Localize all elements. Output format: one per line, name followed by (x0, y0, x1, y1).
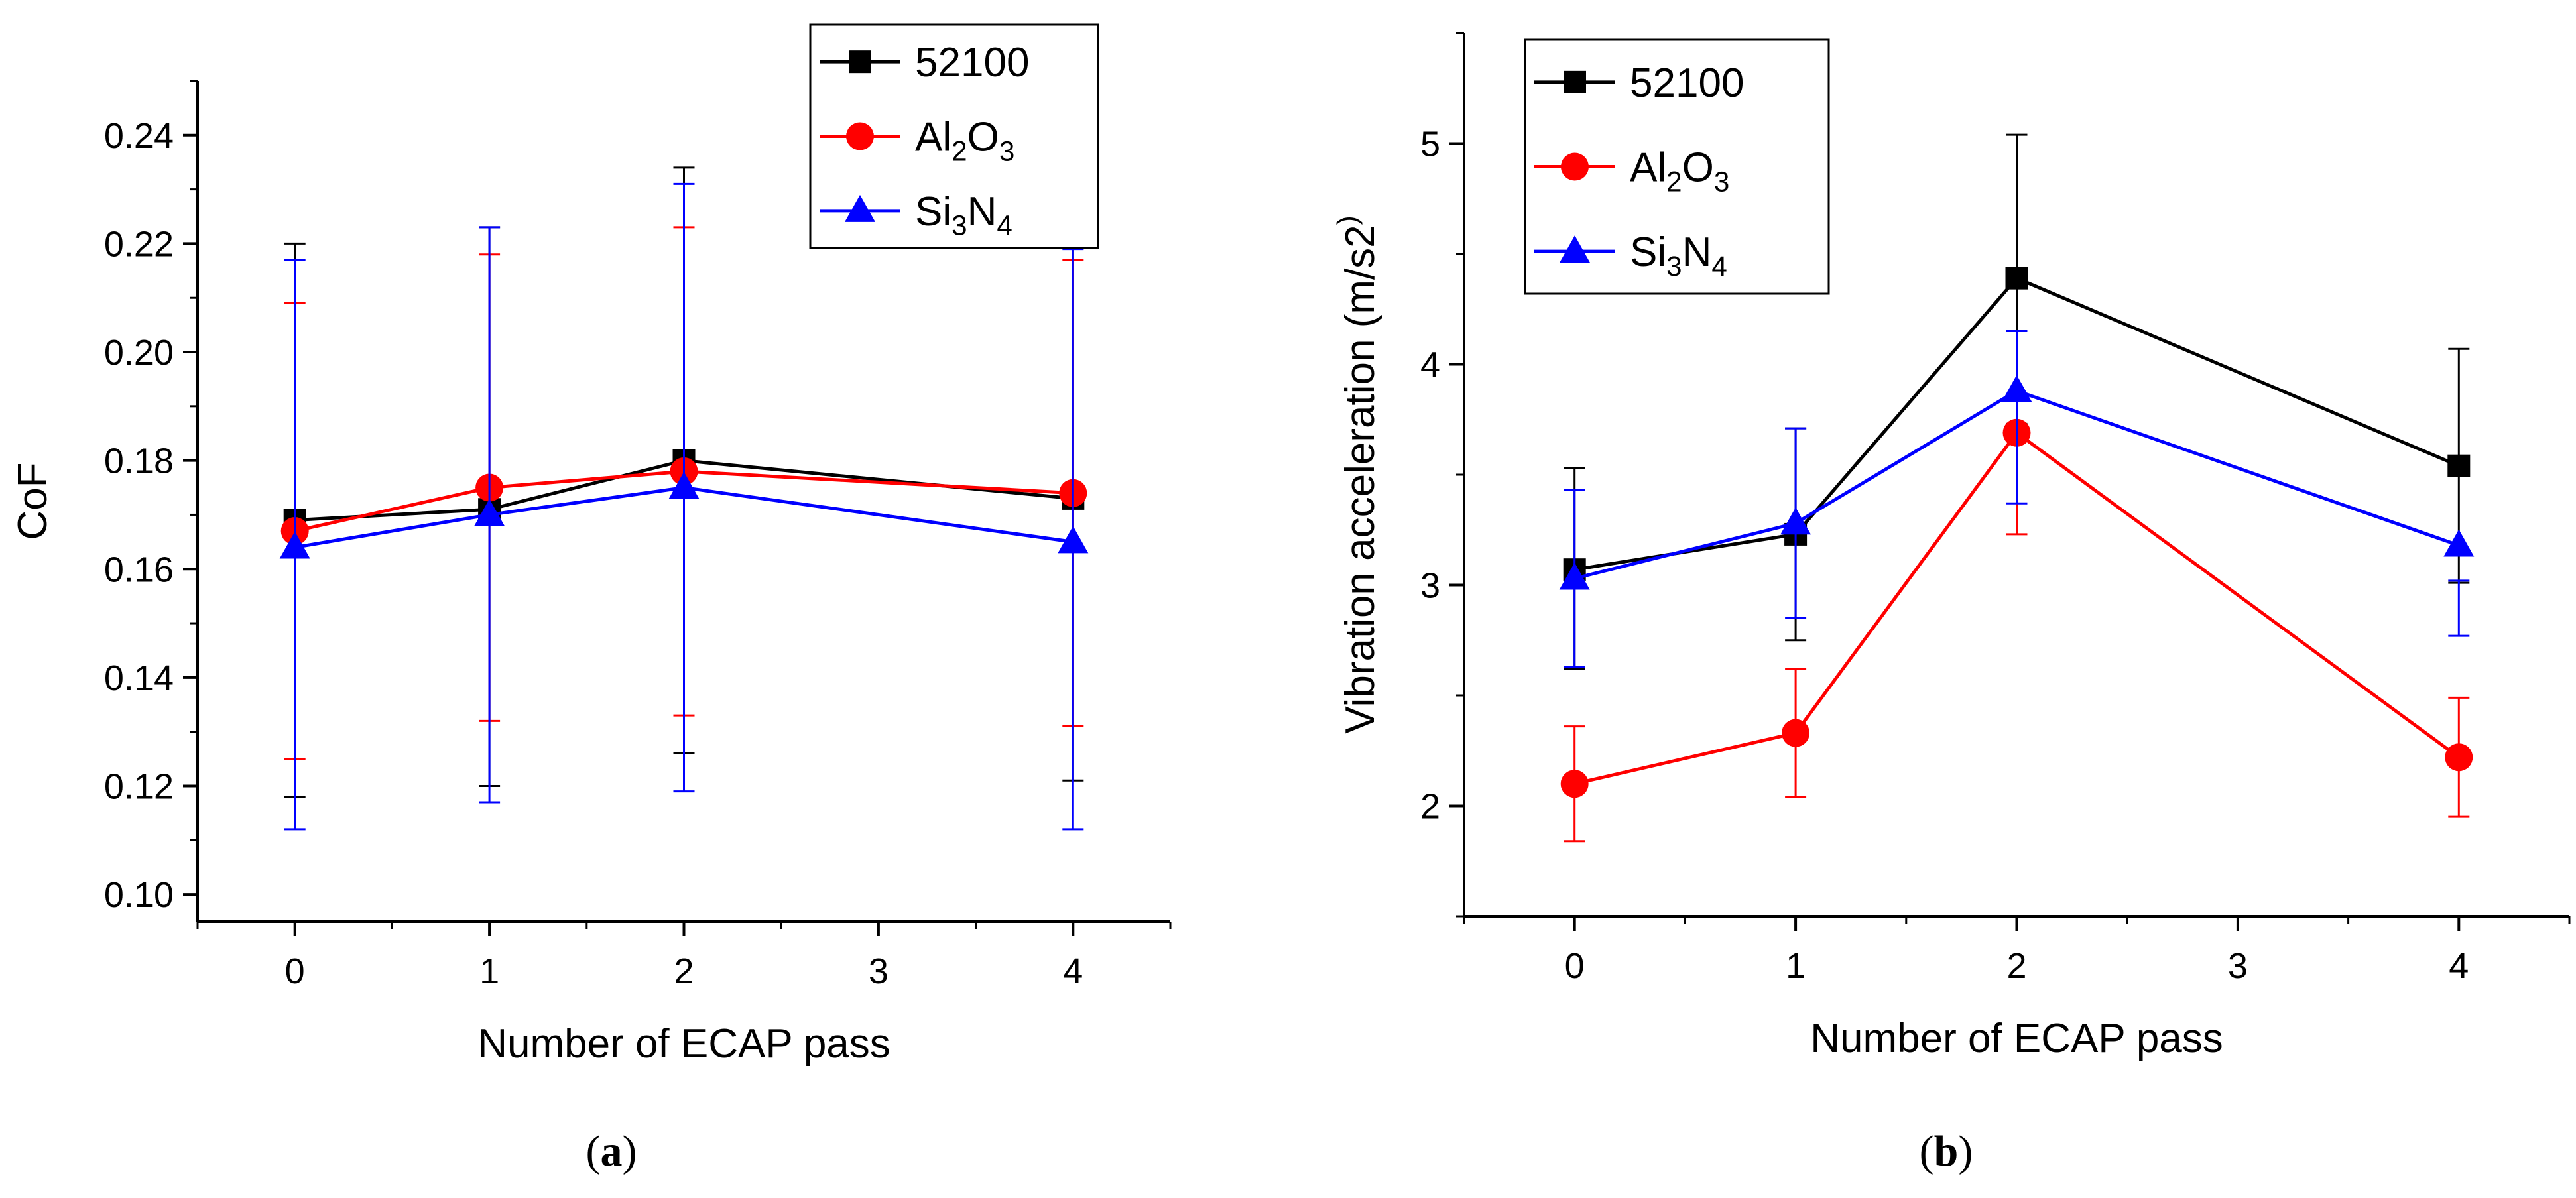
y-tick-label: 0.22 (104, 224, 174, 264)
chart-panel-b: 0 1 2 3 4 2 3 4 5 Number of ECAP pass Vibration ac… (1331, 32, 2571, 1175)
data-point (1560, 770, 1589, 798)
legend-label: Al2O3 (915, 115, 1014, 167)
x-tick-label: 2 (674, 951, 694, 991)
data-point (1058, 526, 1089, 554)
series-si3n4 (279, 182, 1089, 831)
data-point (1559, 562, 1590, 590)
x-tick-label: 3 (2228, 946, 2248, 986)
y-tick-label: 0.20 (104, 333, 174, 373)
series-line (1574, 389, 2460, 580)
series-line (294, 469, 1073, 533)
legend-label: 52100 (915, 40, 1029, 86)
y-tick-label: 0.14 (104, 658, 174, 698)
y-tick-label: 4 (1420, 345, 1440, 385)
legend-label: Si3N4 (1630, 229, 1727, 282)
data-point (2001, 375, 2032, 402)
chart-panel-a: 0 1 2 3 4 0.10 0.12 0.14 0.16 0.18 0.20 0.22 0.24 Num… (10, 23, 1172, 1175)
x-axis-title: Number of ECAP pass (1810, 1016, 2223, 1061)
y-tick-label: 2 (1420, 787, 1440, 827)
y-axis-title: Vibration acceleration (m/s2) (1331, 215, 1383, 733)
data-point (1780, 507, 1811, 535)
legend: 52100 Al2O3 Si3N4 (809, 23, 1099, 249)
series-si3n4 (1559, 330, 2475, 668)
data-point (2447, 454, 2471, 477)
legend-marker (845, 194, 875, 222)
x-tick-label: 2 (2006, 946, 2026, 986)
data-point (1782, 719, 1810, 747)
series-line (1574, 430, 2460, 786)
x-tick-label: 0 (285, 951, 305, 991)
legend-marker (1564, 70, 1586, 93)
y-tick-label: 0.16 (104, 550, 174, 589)
y-tick-label: 5 (1420, 125, 1440, 164)
data-point (668, 471, 700, 499)
x-tick-label: 1 (1786, 946, 1806, 986)
legend-label: Si3N4 (915, 189, 1012, 241)
y-axis-title: CoF (10, 462, 56, 540)
x-tick-label: 0 (1565, 946, 1585, 986)
series-line (294, 459, 1073, 522)
legend-marker (1560, 235, 1590, 263)
legend-label: 52100 (1630, 60, 1744, 106)
y-tick-label: 0.18 (104, 442, 174, 481)
series-line (294, 486, 1073, 550)
y-tick-label: 0.10 (104, 875, 174, 915)
y-tick-label: 0.24 (104, 116, 174, 156)
x-tick-label: 4 (2449, 946, 2469, 986)
y-tick-label: 3 (1420, 566, 1440, 606)
legend-label: Al2O3 (1630, 145, 1729, 198)
data-point (2005, 267, 2028, 290)
panel-caption: (a) (586, 1127, 637, 1175)
legend: 52100 Al2O3 Si3N4 (1524, 38, 1830, 295)
legend-marker (849, 50, 871, 74)
data-point (279, 531, 310, 559)
x-tick-label: 4 (1063, 951, 1083, 991)
x-tick-label: 3 (869, 951, 889, 991)
x-tick-label: 1 (479, 951, 499, 991)
data-point (2445, 743, 2473, 772)
legend-marker (1561, 152, 1589, 181)
y-tick-label: 0.12 (104, 766, 174, 806)
data-point (474, 499, 505, 526)
x-axis-title: Number of ECAP pass (477, 1021, 890, 1067)
data-point (2443, 529, 2475, 557)
legend-marker (846, 122, 874, 150)
panel-caption: (b) (1920, 1127, 1973, 1175)
